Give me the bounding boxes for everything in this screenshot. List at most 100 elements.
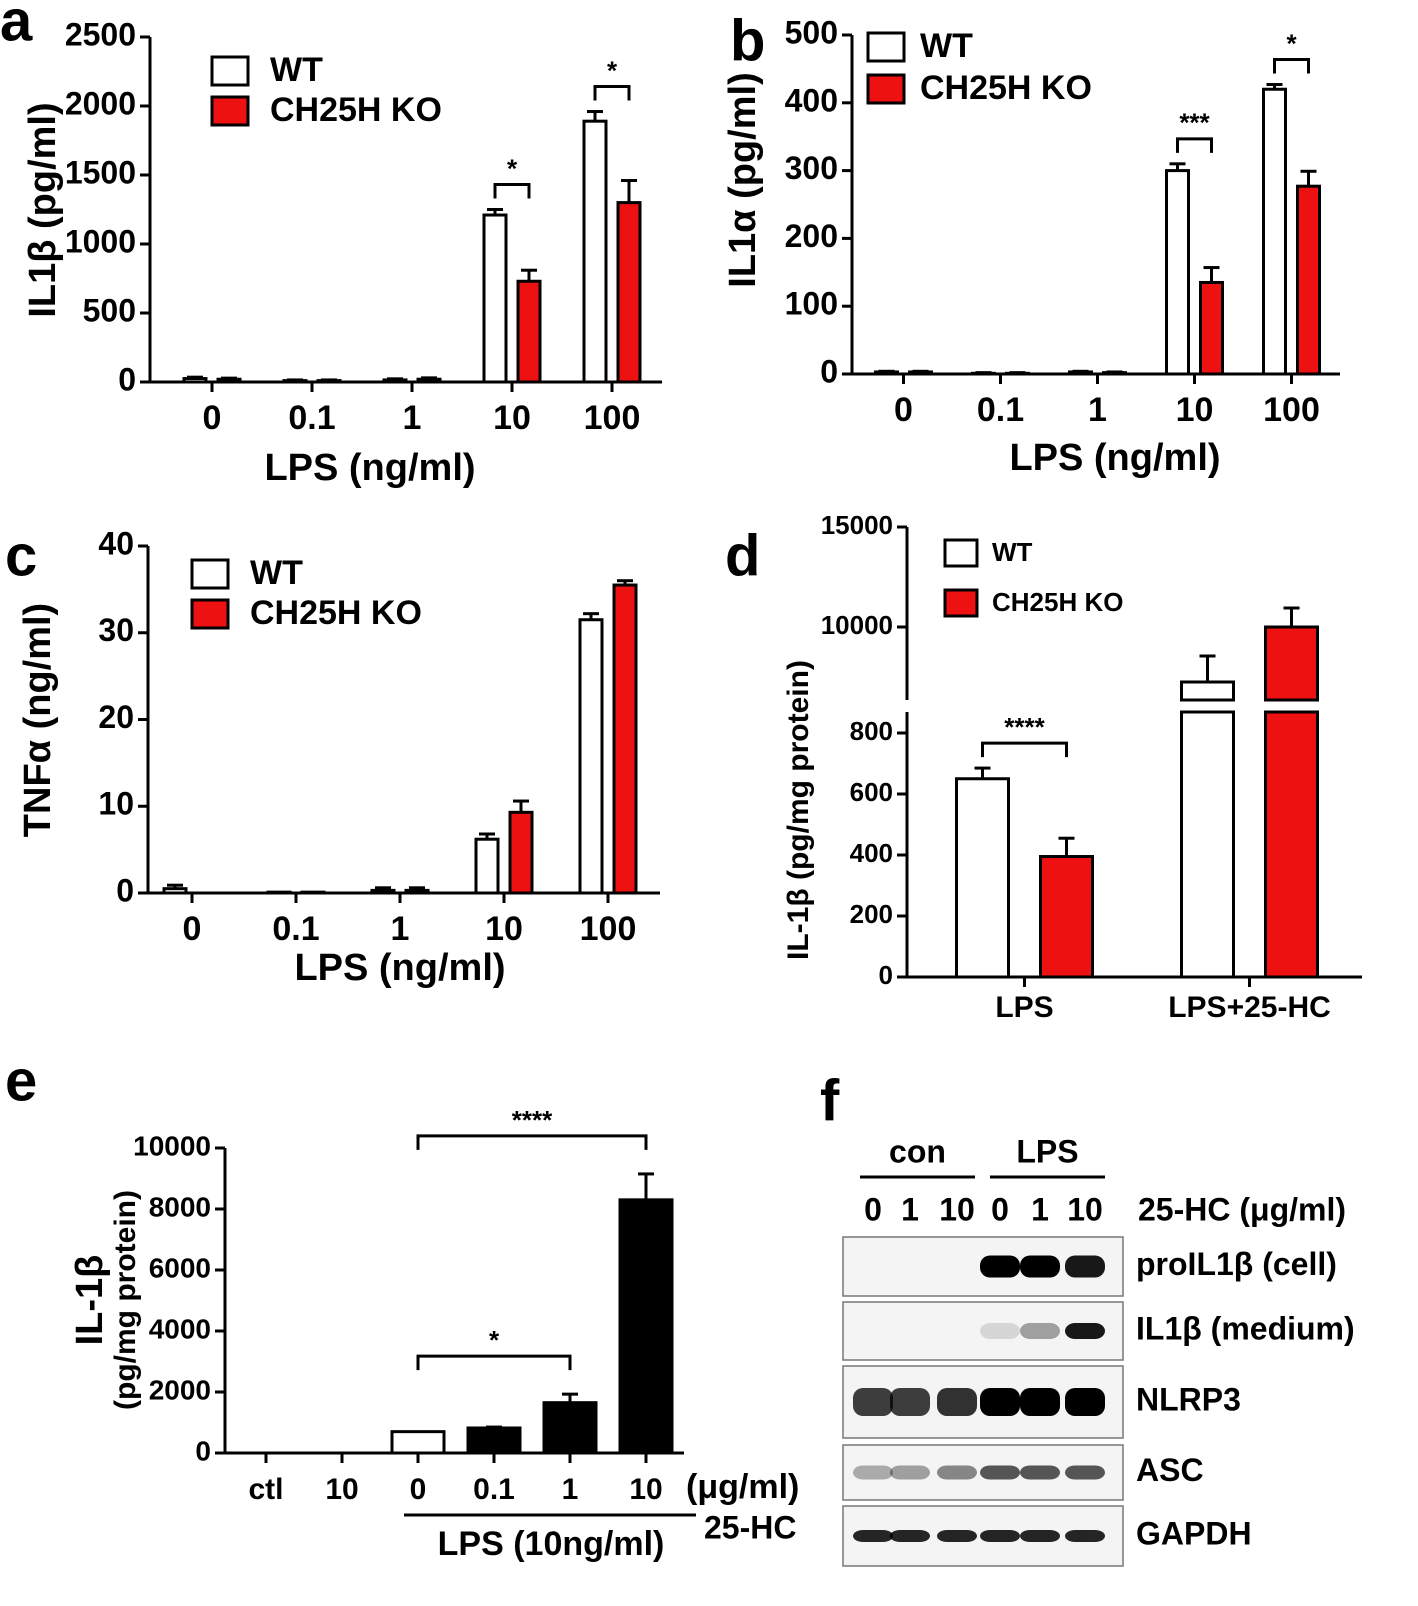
row-label: NLRP3 (1136, 1381, 1241, 1417)
panel-letter: a (0, 0, 33, 53)
x-tick-label: LPS (995, 991, 1053, 1024)
bar (542, 1401, 598, 1455)
y-tick-label: 100 (785, 286, 838, 322)
y-tick-label: 0 (195, 1435, 211, 1466)
y-axis-title: IL1β (pg/ml) (22, 102, 64, 317)
band (890, 1465, 930, 1480)
lane-label: 0 (991, 1191, 1009, 1227)
bar (1165, 169, 1190, 376)
y-tick-label: 0 (879, 960, 893, 990)
band (980, 1465, 1020, 1480)
legend-swatch (866, 31, 906, 63)
y-tick-label: 4000 (149, 1313, 211, 1344)
band (1065, 1465, 1105, 1480)
y-tick-label: 400 (785, 82, 838, 118)
x-tick-label: 100 (580, 910, 637, 948)
panel-letter: d (725, 523, 760, 588)
band (1020, 1530, 1060, 1542)
bar (582, 119, 608, 384)
x-tick-label: LPS+25-HC (1168, 991, 1331, 1024)
legend-label: WT (250, 554, 303, 592)
legend-swatch (210, 95, 250, 127)
bar (416, 377, 442, 384)
bar (618, 1198, 674, 1455)
x-tick-label: 0 (410, 1473, 427, 1506)
axis-break (1178, 702, 1237, 710)
bar-upper (1180, 680, 1235, 702)
bar (516, 279, 542, 384)
x-tick-label: 0 (203, 399, 222, 437)
row-label: proIL1β (cell) (1136, 1246, 1337, 1282)
x-tick-label: 1 (562, 1473, 579, 1506)
x-tick-label: 0 (183, 910, 202, 948)
significance-bracket (416, 1134, 648, 1150)
x-tick-label: 100 (584, 399, 641, 437)
x-unit: (μg/ml) (686, 1468, 799, 1506)
treatment-label: 25-HC (μg/ml) (1138, 1191, 1346, 1227)
y-axis-title: IL1α (pg/ml) (722, 72, 764, 287)
band (853, 1530, 893, 1542)
y-tick-label: 500 (785, 14, 838, 50)
significance-bracket (1176, 137, 1213, 153)
y-tick-label: 1500 (65, 154, 136, 190)
legend-label: CH25H KO (270, 91, 442, 129)
significance-bracket (493, 183, 531, 199)
x-tick-label: ctl (248, 1473, 283, 1506)
x-tick-label: 10 (629, 1473, 662, 1506)
panel-letter: c (5, 523, 37, 588)
x-tick-label: 0.1 (473, 1473, 515, 1506)
x-axis-title: LPS (ng/ml) (1009, 437, 1220, 479)
lane-label: 1 (901, 1191, 919, 1227)
y-tick-label: 2000 (65, 85, 136, 121)
x-tick-label: 0.1 (288, 399, 335, 437)
band (1020, 1323, 1060, 1339)
legend-label: WT (992, 537, 1033, 567)
band (980, 1530, 1020, 1542)
bar (370, 888, 396, 895)
lane-label: 1 (1031, 1191, 1049, 1227)
x-axis-title: LPS (ng/ml) (294, 947, 505, 989)
x-tick-label: 0.1 (272, 910, 319, 948)
significance-bracket (1273, 57, 1310, 74)
legend-swatch (210, 55, 250, 87)
significance-label: * (507, 153, 518, 183)
legend-label: WT (270, 51, 323, 89)
significance-label: **** (512, 1105, 553, 1135)
y-axis-title: IL-1β (69, 1255, 111, 1346)
legend-label: CH25H KO (992, 587, 1123, 617)
y-tick-label: 10000 (133, 1130, 211, 1161)
band (1065, 1388, 1105, 1416)
y-axis-title: IL-1β (pg/mg protein) (782, 660, 815, 960)
y-tick-label: 15000 (821, 510, 893, 540)
band (980, 1323, 1020, 1339)
lane-label: 10 (1067, 1191, 1103, 1227)
band (890, 1388, 930, 1416)
lane-label: 0 (864, 1191, 882, 1227)
y-axis-subtitle: (pg/mg protein) (109, 1190, 142, 1410)
band (853, 1388, 893, 1416)
significance-label: *** (1179, 108, 1210, 138)
x-tick-label: 1 (1088, 391, 1107, 429)
y-tick-label: 0 (116, 872, 134, 908)
significance-label: * (607, 55, 618, 85)
band (1020, 1255, 1060, 1278)
bar (1262, 87, 1287, 376)
bar (1180, 710, 1235, 979)
bar (474, 837, 500, 895)
row-label: ASC (1136, 1452, 1204, 1488)
legend-label: CH25H KO (250, 594, 422, 632)
y-axis-title: TNFα (ng/ml) (17, 603, 59, 837)
y-tick-label: 200 (785, 218, 838, 254)
band (1065, 1530, 1105, 1542)
x-tick-label: 10 (485, 910, 523, 948)
bar (390, 1430, 446, 1455)
group-label: LPS (10ng/ml) (438, 1525, 665, 1563)
band (853, 1465, 893, 1480)
band (980, 1255, 1020, 1278)
significance-label: * (1286, 28, 1297, 58)
y-tick-label: 30 (98, 612, 134, 648)
bar (300, 890, 326, 895)
y-tick-label: 10 (98, 786, 134, 822)
band (890, 1530, 930, 1542)
x-tick-label: 10 (1176, 391, 1214, 429)
